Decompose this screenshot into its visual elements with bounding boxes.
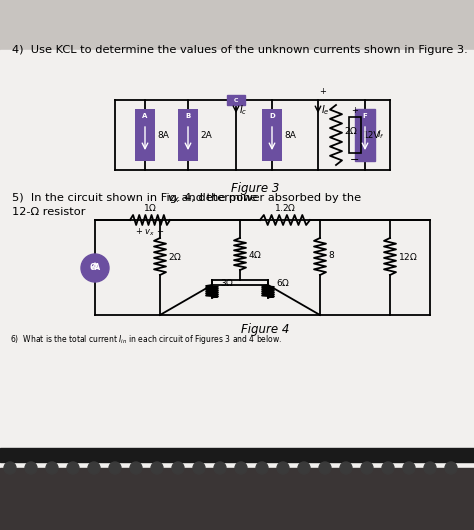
Text: 6)  What is the total current $I_{in}$ in each circuit of Figures 3 and 4 below.: 6) What is the total current $I_{in}$ in… [10,333,283,346]
Bar [227,95,245,105]
Text: 12$\Omega$: 12$\Omega$ [398,251,418,261]
Text: Figure 3: Figure 3 [231,182,279,195]
Text: $I_f$: $I_f$ [377,129,385,142]
Bar [0,448,474,462]
Circle shape [445,462,457,474]
Circle shape [382,462,394,474]
Text: 12-Ω resistor: 12-Ω resistor [12,207,85,217]
Circle shape [81,254,109,282]
Text: F: F [363,113,367,119]
Circle shape [193,462,205,474]
Bar [349,117,361,153]
Circle shape [340,462,352,474]
Circle shape [130,462,142,474]
Circle shape [4,462,16,474]
Circle shape [25,462,37,474]
Text: Figure 4: Figure 4 [241,323,289,336]
Text: and the power absorbed by the: and the power absorbed by the [178,193,361,203]
Text: 8A: 8A [157,130,169,139]
Bar [135,109,155,161]
Circle shape [256,462,268,474]
Circle shape [361,462,373,474]
Text: 1$\Omega$: 1$\Omega$ [143,202,157,213]
Text: B: B [185,113,191,119]
Text: $v_x$: $v_x$ [167,193,181,205]
Text: 4$\Omega$: 4$\Omega$ [248,249,262,260]
Text: C: C [234,98,238,102]
Text: + $v_x$ −: + $v_x$ − [136,226,164,237]
Bar [355,109,375,161]
Text: −: − [350,155,360,165]
Text: 8A: 8A [284,130,296,139]
Circle shape [151,462,163,474]
Circle shape [403,462,415,474]
Text: 3$\Omega$: 3$\Omega$ [220,277,234,288]
Text: $I_c$: $I_c$ [239,103,247,117]
Text: 1.2$\Omega$: 1.2$\Omega$ [274,202,296,213]
Circle shape [235,462,247,474]
Bar [0,50,474,470]
Text: 2$\Omega$: 2$\Omega$ [168,251,182,261]
Bar [0,468,474,530]
Text: 12V: 12V [363,130,381,139]
Text: 4)  Use KCL to determine the values of the unknown currents shown in Figure 3.: 4) Use KCL to determine the values of th… [12,45,468,55]
Circle shape [277,462,289,474]
Text: +: + [319,87,326,96]
Text: A: A [142,113,148,119]
Text: 2A: 2A [200,130,212,139]
Circle shape [172,462,184,474]
Circle shape [109,462,121,474]
Bar [178,109,198,161]
Circle shape [88,462,100,474]
Circle shape [214,462,226,474]
Circle shape [424,462,436,474]
Text: 8: 8 [328,252,334,261]
Circle shape [319,462,331,474]
Circle shape [67,462,79,474]
Text: +: + [352,106,358,115]
Circle shape [46,462,58,474]
Text: 6$\Omega$: 6$\Omega$ [276,277,290,288]
Text: 5)  In the circuit shown in Fig. 4, determine: 5) In the circuit shown in Fig. 4, deter… [12,193,261,203]
Circle shape [298,462,310,474]
Bar [262,109,282,161]
Text: $I_e$: $I_e$ [321,103,330,117]
Text: 6A: 6A [90,263,100,272]
Text: 2$\Omega$: 2$\Omega$ [344,125,358,136]
Text: D: D [269,113,275,119]
